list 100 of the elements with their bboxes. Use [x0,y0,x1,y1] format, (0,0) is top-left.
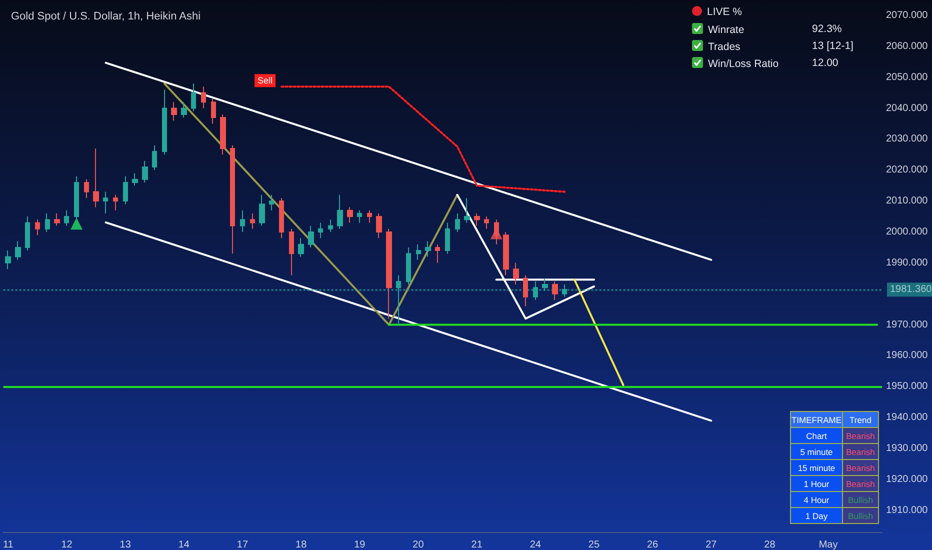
x-tick-label: 11 [2,540,14,550]
candlestick [533,280,538,301]
candlestick [45,212,50,232]
candlestick [25,216,30,252]
candlestick [416,244,421,260]
text: Win/Loss Ratio [708,58,779,70]
candlestick [552,280,558,301]
x-tick-label: 26 [646,540,659,550]
x-tick-label: 21 [471,540,483,550]
candlestick [396,274,401,326]
y-tick-label: 2010.000 [886,196,928,207]
text: LIVE % [707,6,742,18]
x-tick-label: 17 [236,540,248,550]
candlestick [113,194,118,211]
candlestick [425,240,431,258]
x-tick-label: 14 [178,540,190,550]
text: 15 minute [798,462,836,472]
candlestick [347,206,353,224]
candlestick [152,144,157,171]
x-tick-label: 13 [120,540,132,550]
candlestick [74,176,79,220]
y-tick-label: 1970.000 [886,319,928,330]
x-tick-label: 20 [412,540,424,550]
candlestick [142,160,148,183]
candlestick [562,284,567,298]
text: Bearish [846,446,875,456]
text: Winrate [708,24,744,36]
text: Trend [850,414,872,424]
candlestick [542,278,548,292]
x-tick-label: 19 [354,540,366,550]
line-series [280,86,566,193]
text: 92.3% [812,23,842,35]
candlestick [123,176,128,205]
y-tick-label: 2070.000 [886,10,928,21]
x-tick-label: 18 [296,540,308,550]
candlestick [474,212,480,226]
x-tick-label: 27 [706,540,718,550]
y-tick-label: 1950.000 [886,381,928,392]
text: Bullish [848,510,874,520]
text: TIMEFRAME [791,414,842,424]
candlestick [250,212,255,230]
candlestick [357,210,362,224]
ref-line-label: 1981.360 [890,284,932,296]
candlestick [64,210,69,226]
candlestick [230,144,235,254]
candlestick [211,98,216,124]
candlestick [279,197,284,239]
candlestick [523,274,528,307]
y-tick-label: 1940.000 [886,412,928,424]
text: 5 minute [800,446,833,456]
text: 4 Hour [804,494,830,504]
text: 1 Hour [804,478,830,488]
candlestick [240,210,245,232]
candlestick [386,228,392,320]
candlestick [54,212,60,226]
x-tick-label: 24 [530,540,542,550]
candlestick [259,194,265,226]
candlestick [171,102,177,122]
y-tick-label: 2000.000 [886,226,928,238]
candlestick [455,212,460,232]
x-tick-label: 28 [764,540,776,550]
candlestick [406,246,411,286]
candlestick [191,83,196,112]
candlestick [93,148,99,208]
text: Bearish [846,478,875,488]
text: 1 Day [805,510,828,520]
candlestick [289,228,294,276]
text: Bearish [846,430,875,440]
y-tick-label: 1990.000 [886,257,928,268]
y-tick-label: 1920.000 [886,474,928,485]
candlestick [35,219,40,236]
x-tick-label: May [818,540,838,550]
candlestick [181,102,187,118]
candlestick [103,191,108,214]
y-tick-label: 2060.000 [886,40,928,52]
candlestick [5,250,11,270]
candlestick [201,86,206,109]
candlestick [298,238,304,258]
candlestick [484,216,489,230]
candlestick [132,172,138,186]
candlestick [162,89,167,156]
candlestick [220,114,226,156]
x-tick-label: 25 [588,540,600,550]
candlestick [445,222,450,254]
candlestick [84,178,89,198]
text: Trades [708,41,740,53]
candlestick [337,194,343,230]
text: Gold Spot / U.S. Dollar, 1h, Heikin Ashi [11,10,201,22]
candlestick [367,210,372,224]
series-label: Sell [258,76,273,86]
candlestick [376,212,382,239]
y-tick-label: 2040.000 [886,102,928,114]
text: 12.00 [812,57,838,69]
text: Chart [806,430,827,440]
candlestick [513,262,519,286]
y-tick-label: 1930.000 [886,442,928,454]
y-tick-label: 1910.000 [886,504,928,516]
y-tick-label: 1960.000 [886,350,928,362]
x-tick-label: 12 [61,540,73,550]
y-tick-label: 2020.000 [886,164,928,176]
